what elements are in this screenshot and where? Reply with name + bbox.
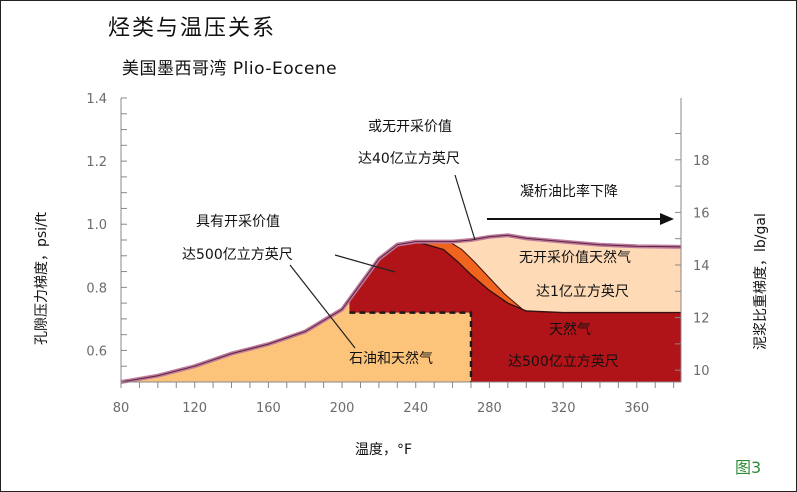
y-right-tick-label: 10 [693,364,710,379]
x-tick-label: 80 [113,401,130,416]
x-tick-label: 320 [551,401,576,416]
chart-annotations: 或无开采价值 达40亿立方英尺 具有开采价值 达500亿立方英尺 凝析油比率下降… [34,119,769,458]
y-axis-label-left: 孔隙压力梯度，psi/ft [34,212,50,345]
annotation-gas-line2: 达500亿立方英尺 [508,353,619,370]
figure-label: 图3 [735,458,762,477]
y-right-tick-label: 14 [693,259,710,274]
annotation-uneconomic-gas-line1: 无开采价值天然气 [519,249,631,266]
oil-gas-box-outline [349,311,473,382]
annotation-uneconomic-40-line1: 或无开采价值 [368,119,452,135]
region-gas [349,241,681,382]
gas-boundary-line [415,240,681,314]
annotation-uneconomic-gas-line2: 达1亿立方英尺 [536,283,629,300]
y-left-tick-label: 1.0 [86,218,107,233]
y-left-tick-label: 0.6 [86,344,107,359]
pointer-uneconomic-40 [454,174,476,241]
chart-title: 烃类与温压关系 [108,16,277,41]
chart-subtitle: 美国墨西哥湾 Plio-Eocene [122,59,338,79]
x-tick-label: 280 [477,401,502,416]
x-tick-label: 120 [182,401,207,416]
x-axis-label: 温度，°F [355,442,412,458]
x-tick-label: 240 [403,401,428,416]
annotation-economic-500-line1: 具有开采价值 [196,214,280,230]
annotation-uneconomic-40-line2: 达40亿立方英尺 [358,150,460,167]
annotation-gas-line1: 天然气 [549,321,591,338]
pointer-oil-gas [289,264,356,349]
x-tick-label: 160 [256,401,281,416]
chart-axes: 0.6 0.8 1.0 1.2 1.4 10 12 14 16 18 80 120 160 200 240 2… [86,92,709,416]
x-tick-label: 200 [330,401,355,416]
x-tick-label: 360 [624,401,649,416]
y-right-tick-label: 12 [693,312,710,327]
condensate-arrow-head [660,213,674,225]
y-left-tick-label: 0.8 [86,281,107,296]
annotation-economic-500-line2: 达500亿立方英尺 [182,246,293,263]
annotation-condensate-ratio: 凝析油比率下降 [520,183,618,200]
region-transition [415,241,527,311]
y-right-tick-label: 16 [693,206,710,221]
y-axis-label-right: 泥浆比重梯度，lb/gal [753,213,769,350]
transition-line [448,241,523,310]
y-right-tick-label: 18 [693,154,710,169]
region-oil-gas [121,299,471,382]
annotation-oil-gas: 石油和天然气 [349,350,433,367]
chart-regions [120,174,682,384]
y-left-tick-label: 1.2 [86,155,107,170]
envelope-curve-edge [120,234,682,383]
y-left-tick-label: 1.4 [86,92,107,107]
pointer-economic-500 [334,254,396,273]
